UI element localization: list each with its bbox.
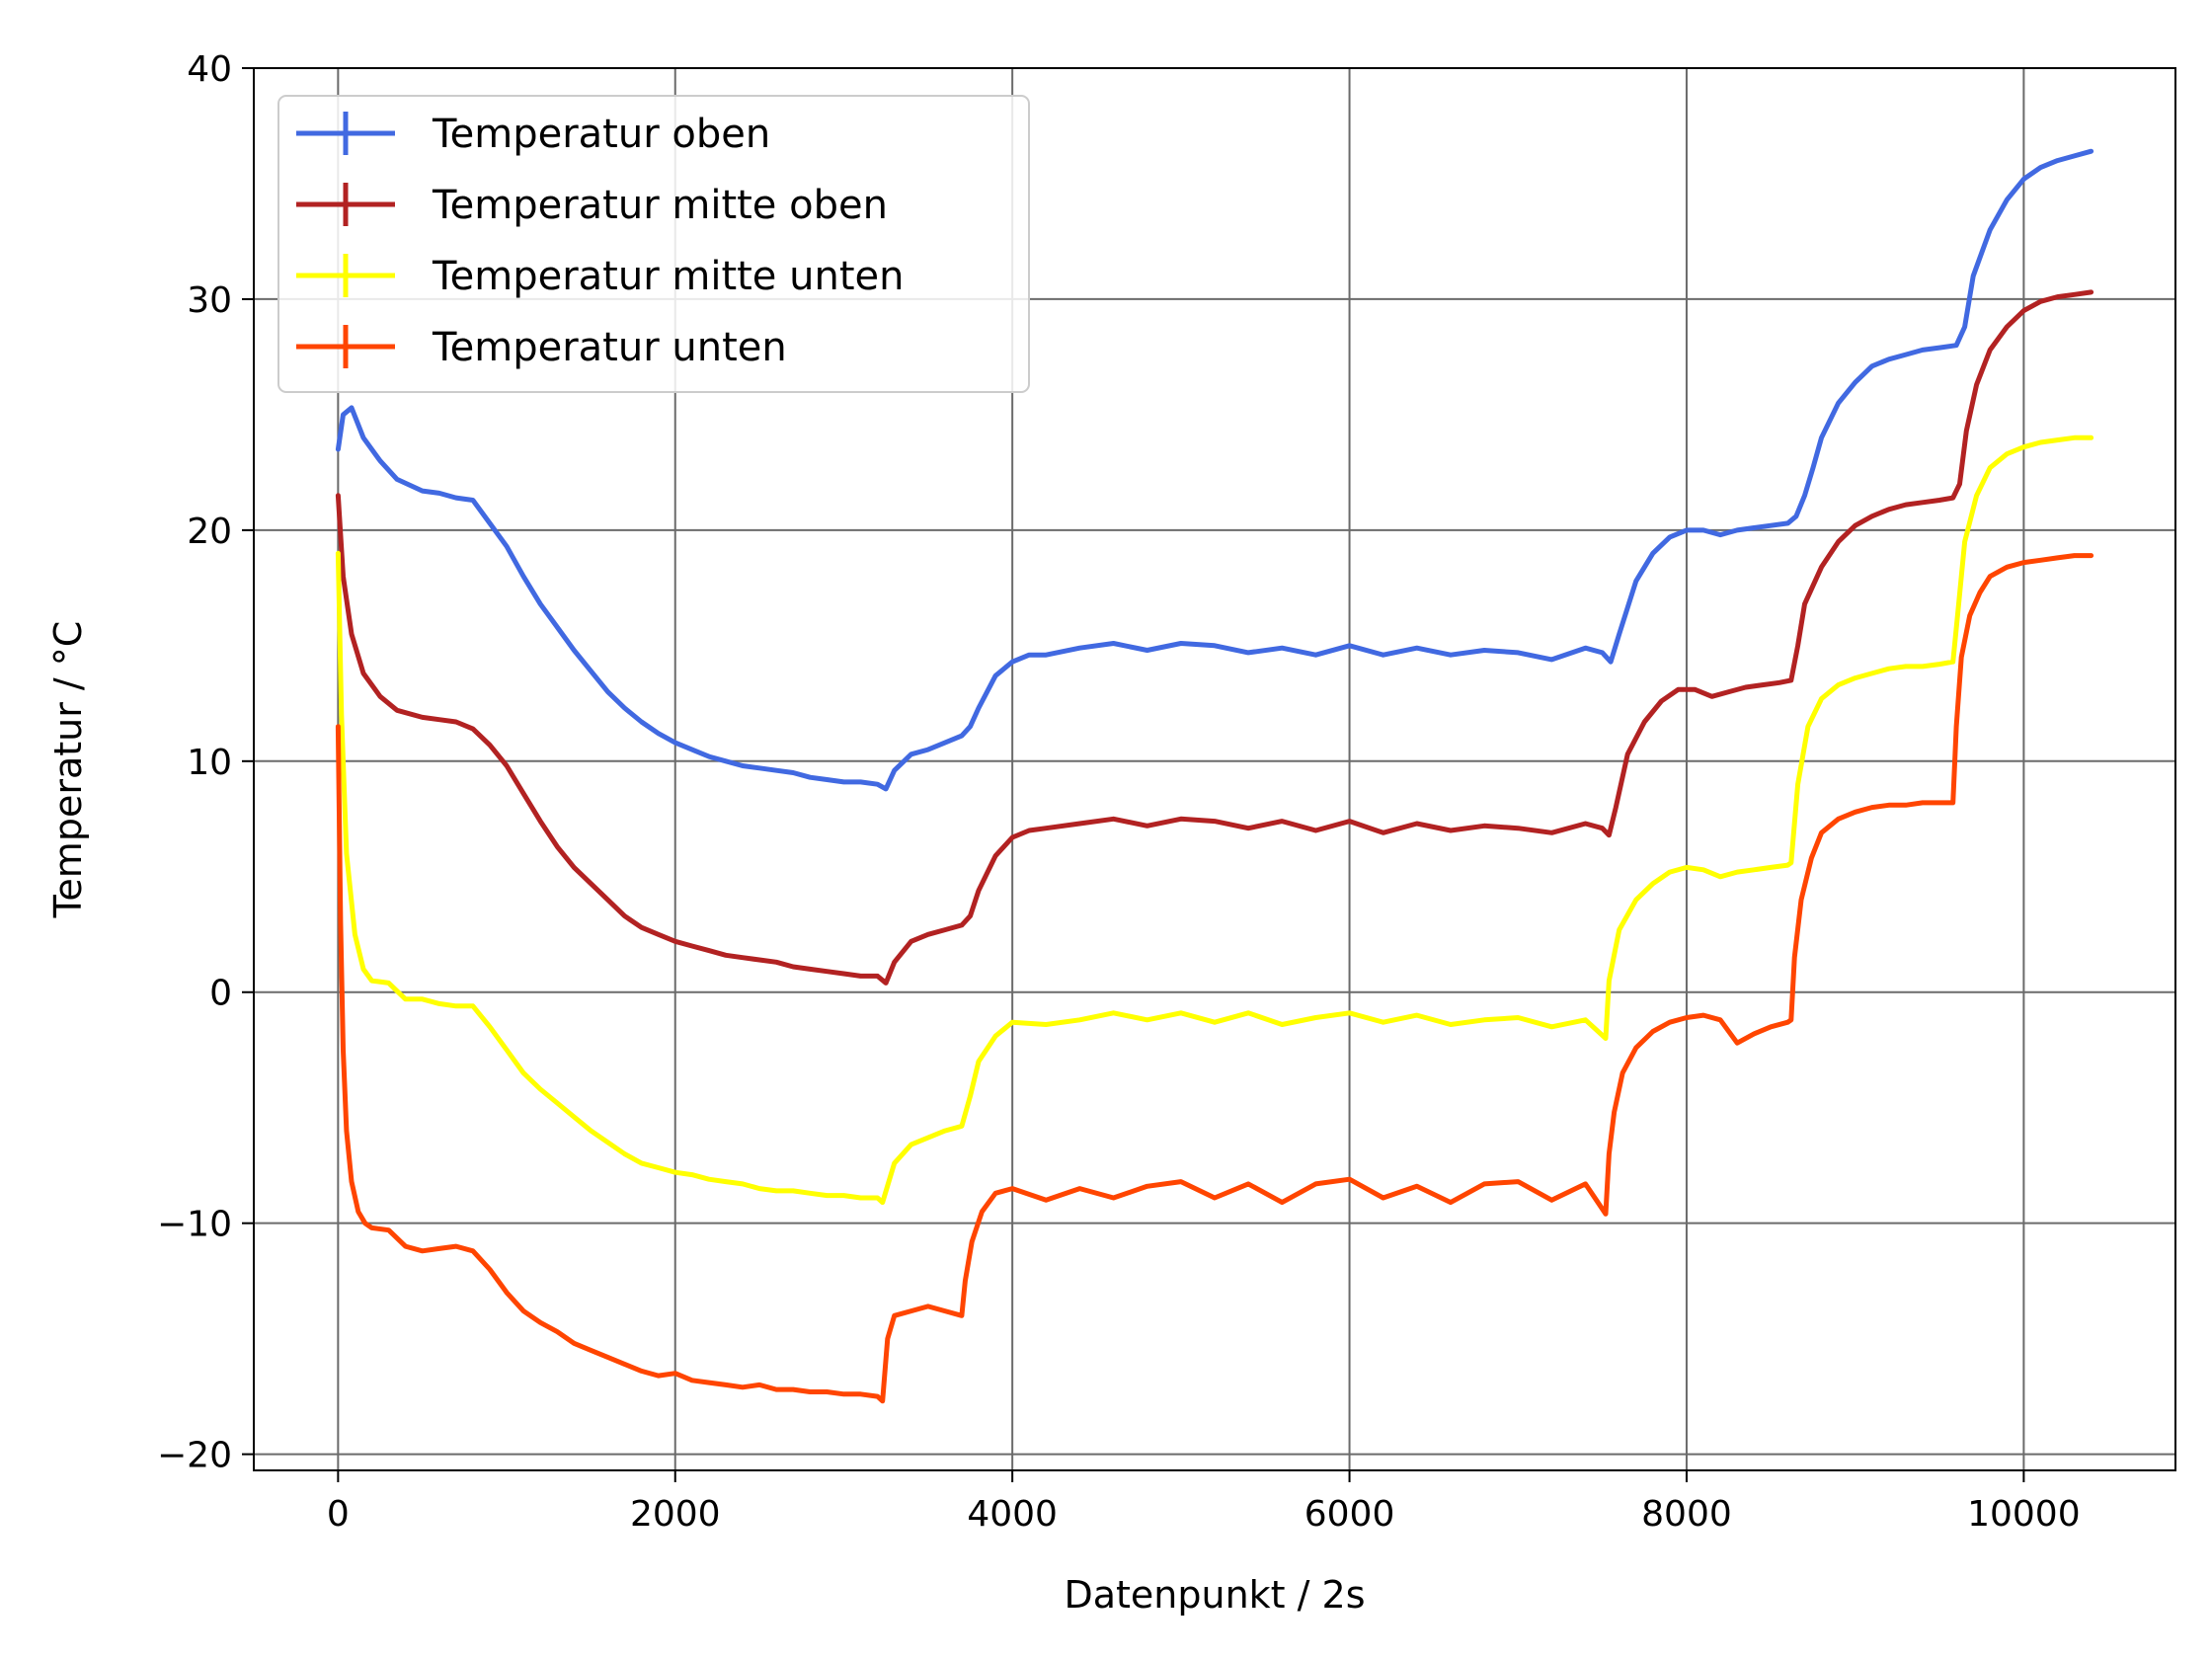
series-line-3	[335, 434, 2094, 1206]
x-axis-ticks: 0 2000 4000 6000 8000 10000	[327, 1470, 2081, 1535]
x-tick-label: 6000	[1304, 1494, 1395, 1535]
y-axis-ticks: −20 −10 0 10 20 30 40	[157, 49, 254, 1476]
series-line-2	[335, 289, 2094, 986]
series-line-4	[335, 553, 2094, 1404]
legend-label-2: Temperatur mitte oben	[432, 183, 888, 228]
legend-label-1: Temperatur oben	[432, 112, 770, 157]
x-tick-label: 8000	[1641, 1494, 1732, 1535]
y-tick-label: 10	[187, 743, 232, 783]
x-tick-label: 4000	[967, 1494, 1058, 1535]
plot-series	[335, 148, 2094, 1404]
y-tick-label: 0	[209, 974, 232, 1014]
series-line-1	[335, 148, 2094, 792]
y-axis-label: Temperatur / °C	[46, 621, 90, 919]
legend-label-4: Temperatur unten	[432, 325, 787, 370]
y-tick-label: −20	[157, 1436, 232, 1476]
legend-label-3: Temperatur mitte unten	[432, 254, 904, 299]
x-axis-label: Datenpunkt / 2s	[1064, 1573, 1365, 1617]
y-tick-label: 30	[187, 280, 232, 321]
x-tick-label: 2000	[630, 1494, 721, 1535]
y-tick-label: 40	[187, 49, 232, 90]
legend-box	[277, 95, 1030, 393]
legend: Temperatur oben Temperatur mitte oben Temp…	[277, 95, 1030, 393]
x-tick-label: 10000	[1967, 1494, 2081, 1535]
y-tick-label: −10	[157, 1205, 232, 1245]
plot-frame	[253, 67, 2176, 1471]
y-tick-label: 20	[187, 512, 232, 552]
x-tick-label: 0	[327, 1494, 350, 1535]
